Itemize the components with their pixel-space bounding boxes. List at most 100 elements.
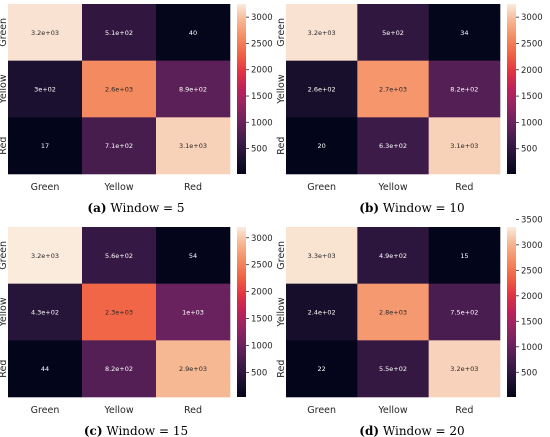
heatmap-cell bbox=[8, 4, 83, 61]
heatmap-cell bbox=[357, 340, 429, 398]
x-tick-label: Green bbox=[307, 405, 336, 416]
heatmap-cell bbox=[286, 60, 358, 118]
cell-annotation: 3.2e+03 bbox=[31, 29, 59, 37]
heatmap-panel-2: 3.2e+03 5e+02 34 2.6e+02 2.7e+03 8.2e+02 20 6.3… bbox=[276, 4, 543, 215]
heatmap-cell bbox=[82, 283, 157, 341]
heatmap-cell bbox=[428, 340, 501, 398]
x-tick-label: Green bbox=[307, 182, 336, 193]
caption-text: Window = 10 bbox=[379, 201, 465, 215]
heatmap-cell bbox=[286, 340, 358, 398]
heatmap-cell bbox=[357, 4, 429, 61]
y-tick-label: Yellow bbox=[276, 297, 287, 327]
colorbar-tick-label: 3000 bbox=[251, 13, 273, 23]
heatmap-cell bbox=[357, 117, 429, 175]
caption-label: (b) bbox=[359, 201, 379, 215]
colorbar bbox=[237, 4, 246, 174]
cell-annotation: 54 bbox=[189, 252, 197, 260]
x-tick-label: Yellow bbox=[103, 405, 133, 416]
cell-annotation: 2.6e+03 bbox=[105, 86, 133, 94]
colorbar-tick-label: 1000 bbox=[521, 118, 543, 128]
y-tick-label: Red bbox=[276, 360, 287, 378]
x-tick-label: Green bbox=[31, 182, 60, 193]
y-tick-label: Yellow bbox=[0, 74, 9, 104]
cell-annotation: 8.2e+02 bbox=[450, 86, 478, 94]
x-tick-label: Yellow bbox=[377, 405, 407, 416]
caption-text: Window = 5 bbox=[107, 201, 185, 215]
caption-text: Window = 20 bbox=[379, 424, 465, 437]
cell-annotation: 6.3e+02 bbox=[379, 142, 407, 150]
cell-annotation: 5.6e+02 bbox=[105, 252, 133, 260]
heatmap-cell bbox=[156, 117, 231, 175]
heatmap-cell bbox=[357, 227, 429, 284]
x-tick-label: Yellow bbox=[377, 182, 407, 193]
cell-annotation: 5.1e+02 bbox=[105, 29, 133, 37]
y-tick-label: Green bbox=[0, 18, 9, 47]
cell-annotation: 3.2e+03 bbox=[31, 252, 59, 260]
colorbar-tick-label: 500 bbox=[521, 368, 537, 378]
cell-annotation: 2.9e+03 bbox=[179, 365, 207, 373]
cell-annotation: 3.2e+03 bbox=[450, 365, 478, 373]
colorbar-tick-label: 500 bbox=[251, 145, 267, 155]
cell-annotation: 7.5e+02 bbox=[450, 309, 478, 317]
panel-caption: (a) Window = 5 bbox=[87, 201, 184, 215]
heatmap-cell bbox=[82, 60, 157, 118]
x-tick-label: Red bbox=[184, 182, 202, 193]
heatmap-cell bbox=[82, 4, 157, 61]
caption-label: (a) bbox=[87, 201, 106, 215]
heatmap-cell bbox=[428, 227, 501, 284]
heatmap-cell bbox=[82, 117, 157, 175]
colorbar-tick-label: 500 bbox=[251, 368, 267, 378]
heatmap-cell bbox=[156, 340, 231, 398]
colorbar-tick-label: 2000 bbox=[251, 288, 273, 298]
y-tick-label: Green bbox=[0, 241, 9, 270]
heatmap-cell bbox=[82, 227, 157, 284]
caption-label: (c) bbox=[84, 424, 103, 437]
heatmap-cell bbox=[156, 283, 231, 341]
heatmap-cell bbox=[8, 60, 83, 118]
heatmap-cell bbox=[8, 283, 83, 341]
heatmap-cell bbox=[428, 283, 501, 341]
y-tick-label: Red bbox=[0, 137, 9, 155]
heatmap-panel-3: 3.2e+03 5.6e+02 54 4.3e+02 2.3e+03 1e+03 44 8.2… bbox=[0, 227, 273, 437]
cell-annotation: 40 bbox=[189, 29, 197, 37]
colorbar-tick-label: 1000 bbox=[251, 342, 273, 352]
cell-annotation: 2.6e+02 bbox=[308, 86, 336, 94]
colorbar-tick-label: 1000 bbox=[251, 118, 273, 128]
cell-annotation: 8.9e+02 bbox=[179, 86, 207, 94]
cell-annotation: 34 bbox=[460, 29, 468, 37]
cell-annotation: 3.2e+03 bbox=[308, 29, 336, 37]
colorbar-tick-label: 2500 bbox=[251, 39, 273, 49]
heatmap-cell bbox=[8, 340, 83, 398]
cell-annotation: 3.1e+03 bbox=[179, 142, 207, 150]
cell-annotation: 4.3e+02 bbox=[31, 309, 59, 317]
cell-annotation: 5.5e+02 bbox=[379, 365, 407, 373]
colorbar-tick-label: 3000 bbox=[251, 234, 273, 244]
cell-annotation: 15 bbox=[460, 252, 468, 260]
cell-annotation: 3.3e+03 bbox=[308, 252, 336, 260]
colorbar bbox=[507, 4, 516, 174]
colorbar-tick-label: 2000 bbox=[521, 292, 543, 302]
y-tick-label: Red bbox=[0, 360, 9, 378]
colorbar-tick-label: 1500 bbox=[251, 92, 273, 102]
colorbar-tick-label: 1500 bbox=[521, 92, 543, 102]
cell-annotation: 1e+03 bbox=[182, 309, 204, 317]
heatmap-cell bbox=[8, 117, 83, 175]
colorbar-tick-label: 500 bbox=[521, 145, 537, 155]
y-tick-label: Red bbox=[276, 137, 287, 155]
colorbar-tick-label: 1500 bbox=[251, 315, 273, 325]
heatmap-cell bbox=[286, 227, 358, 284]
cell-annotation: 2.4e+02 bbox=[308, 309, 336, 317]
cell-annotation: 3e+02 bbox=[34, 86, 56, 94]
colorbar-tick-label: 1500 bbox=[521, 317, 543, 327]
cell-annotation: 17 bbox=[41, 142, 49, 150]
heatmap-cell bbox=[8, 227, 83, 284]
cell-annotation: 3.1e+03 bbox=[450, 142, 478, 150]
panel-caption: (b) Window = 10 bbox=[359, 201, 464, 215]
caption-label: (d) bbox=[359, 424, 379, 437]
heatmap-cell bbox=[156, 4, 231, 61]
x-tick-label: Red bbox=[455, 182, 473, 193]
panel-caption: (c) Window = 15 bbox=[84, 424, 188, 437]
cell-annotation: 2.8e+03 bbox=[379, 309, 407, 317]
cell-annotation: 20 bbox=[318, 142, 326, 150]
